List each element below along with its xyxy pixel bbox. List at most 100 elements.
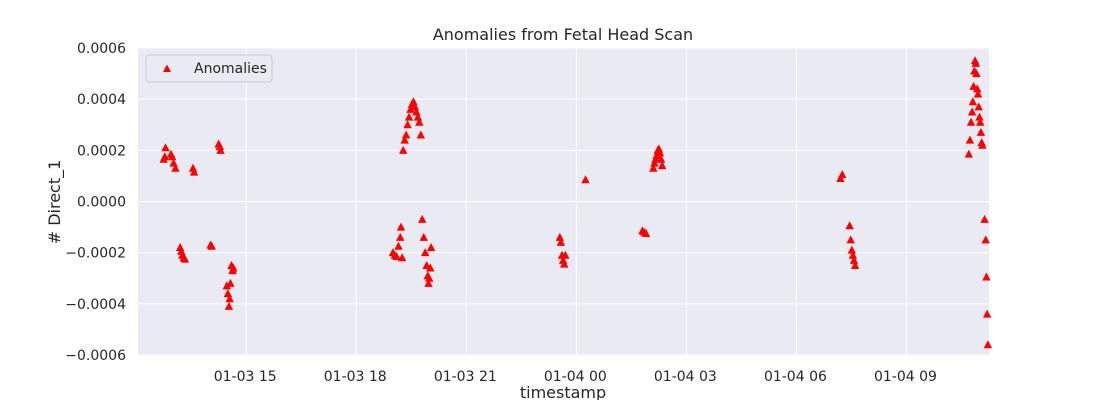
x-axis-label: timestamp (520, 383, 606, 400)
anomaly-point (412, 107, 421, 116)
anomaly-point (413, 112, 423, 121)
anomaly-point (401, 130, 411, 139)
anomaly-point (848, 250, 858, 259)
anomaly-point (424, 278, 433, 287)
legend-marker-triangle-icon (163, 64, 171, 72)
anomaly-point (403, 120, 412, 129)
y-tick-label: −0.0006 (65, 348, 126, 364)
y-tick-labels: −0.0006 −0.0004 −0.0002 0.0000 0.0002 0.0004 0… (65, 41, 126, 364)
anomaly-point (983, 340, 993, 349)
anomaly-point (415, 117, 424, 126)
anomaly-point (971, 58, 980, 67)
anomaly-point (967, 107, 977, 116)
anomaly-point (397, 253, 407, 262)
anomaly-point (973, 84, 982, 93)
anomaly-point (421, 248, 430, 257)
anomaly-point (418, 214, 427, 223)
anomaly-point (406, 104, 415, 113)
anomaly-point (404, 112, 414, 121)
anomaly-point (225, 294, 234, 303)
legend-label-anomalies: Anomalies (194, 61, 267, 77)
anomaly-point (189, 167, 199, 176)
anomaly-point (978, 140, 987, 149)
anomaly-point (224, 301, 234, 310)
anomaly-point (229, 263, 238, 272)
grid-lines (138, 47, 989, 356)
x-tick-labels: 01-03 15 01-03 18 01-03 21 01-04 00 01-04 03… (214, 369, 937, 385)
anomaly-point (847, 245, 857, 254)
anomaly-point (222, 281, 231, 290)
x-tick-label: 01-04 09 (874, 369, 937, 385)
anomaly-point (215, 141, 224, 150)
x-tick-label: 01-04 06 (764, 369, 827, 385)
anomaly-point (392, 252, 401, 261)
anomaly-point (167, 152, 177, 161)
anomaly-point (656, 154, 666, 163)
y-axis-label: # Direct_1 (45, 160, 65, 245)
anomaly-point (966, 117, 976, 126)
y-tick-label: −0.0004 (65, 297, 126, 313)
anomaly-point (845, 221, 854, 230)
anomaly-point (394, 241, 403, 250)
anomaly-point (982, 272, 991, 281)
x-tick-label: 01-03 18 (324, 369, 387, 385)
anomaly-point (409, 97, 418, 106)
anomaly-point (396, 222, 406, 231)
anomaly-point (980, 214, 989, 223)
data-points (159, 56, 993, 349)
anomaly-point (561, 250, 570, 259)
anomaly-point (649, 163, 658, 172)
anomaly-point (981, 235, 990, 244)
y-tick-label: 0.0006 (77, 41, 126, 57)
anomaly-point (419, 232, 428, 241)
anomaly-point (975, 112, 984, 121)
anomaly-point (171, 163, 180, 172)
anomaly-point (846, 235, 855, 244)
anomaly-point (974, 102, 983, 111)
anomaly-point (426, 263, 435, 272)
x-tick-label: 01-04 03 (654, 369, 717, 385)
anomaly-point (973, 89, 983, 98)
anomaly-point (396, 232, 405, 241)
anomaly-point (555, 232, 565, 241)
anomaly-point (838, 170, 847, 179)
anomaly-point (160, 152, 169, 161)
y-tick-label: −0.0002 (65, 246, 126, 262)
anomaly-point (968, 97, 978, 106)
y-tick-label: 0.0000 (77, 195, 126, 211)
x-tick-label: 01-03 21 (434, 369, 497, 385)
anomaly-point (581, 175, 590, 184)
anomaly-point (556, 237, 566, 246)
anomaly-point (180, 254, 190, 263)
anomaly-point (410, 102, 420, 111)
anomaly-point (399, 145, 408, 154)
anomaly-point (560, 259, 569, 268)
anomaly-point (965, 135, 975, 144)
anomaly-point (216, 145, 225, 154)
anomaly-point (849, 255, 859, 264)
anomaly-point (976, 127, 986, 136)
x-tick-label: 01-03 15 (214, 369, 277, 385)
anomaly-point (425, 273, 434, 282)
anomaly-point (655, 148, 665, 157)
x-tick-label: 01-04 00 (544, 369, 607, 385)
anomaly-point (982, 309, 992, 318)
anomaly-point (426, 243, 436, 252)
anomaly-point (972, 69, 981, 78)
legend: Anomalies (145, 54, 273, 83)
y-tick-label: 0.0002 (77, 143, 126, 159)
anomaly-point (161, 143, 170, 152)
anomaly-point (657, 161, 667, 170)
chart-title: Anomalies from Fetal Head Scan (433, 25, 693, 44)
legend-box (145, 54, 273, 83)
anomaly-point (975, 117, 985, 126)
anomaly-point (400, 135, 409, 144)
anomaly-point (850, 260, 860, 269)
anomaly-point (226, 278, 235, 287)
anomaly-point (416, 130, 426, 139)
y-tick-label: 0.0004 (77, 92, 126, 108)
anomaly-point (964, 149, 974, 158)
anomaly-point (641, 228, 651, 237)
anomaly-point (207, 241, 216, 250)
